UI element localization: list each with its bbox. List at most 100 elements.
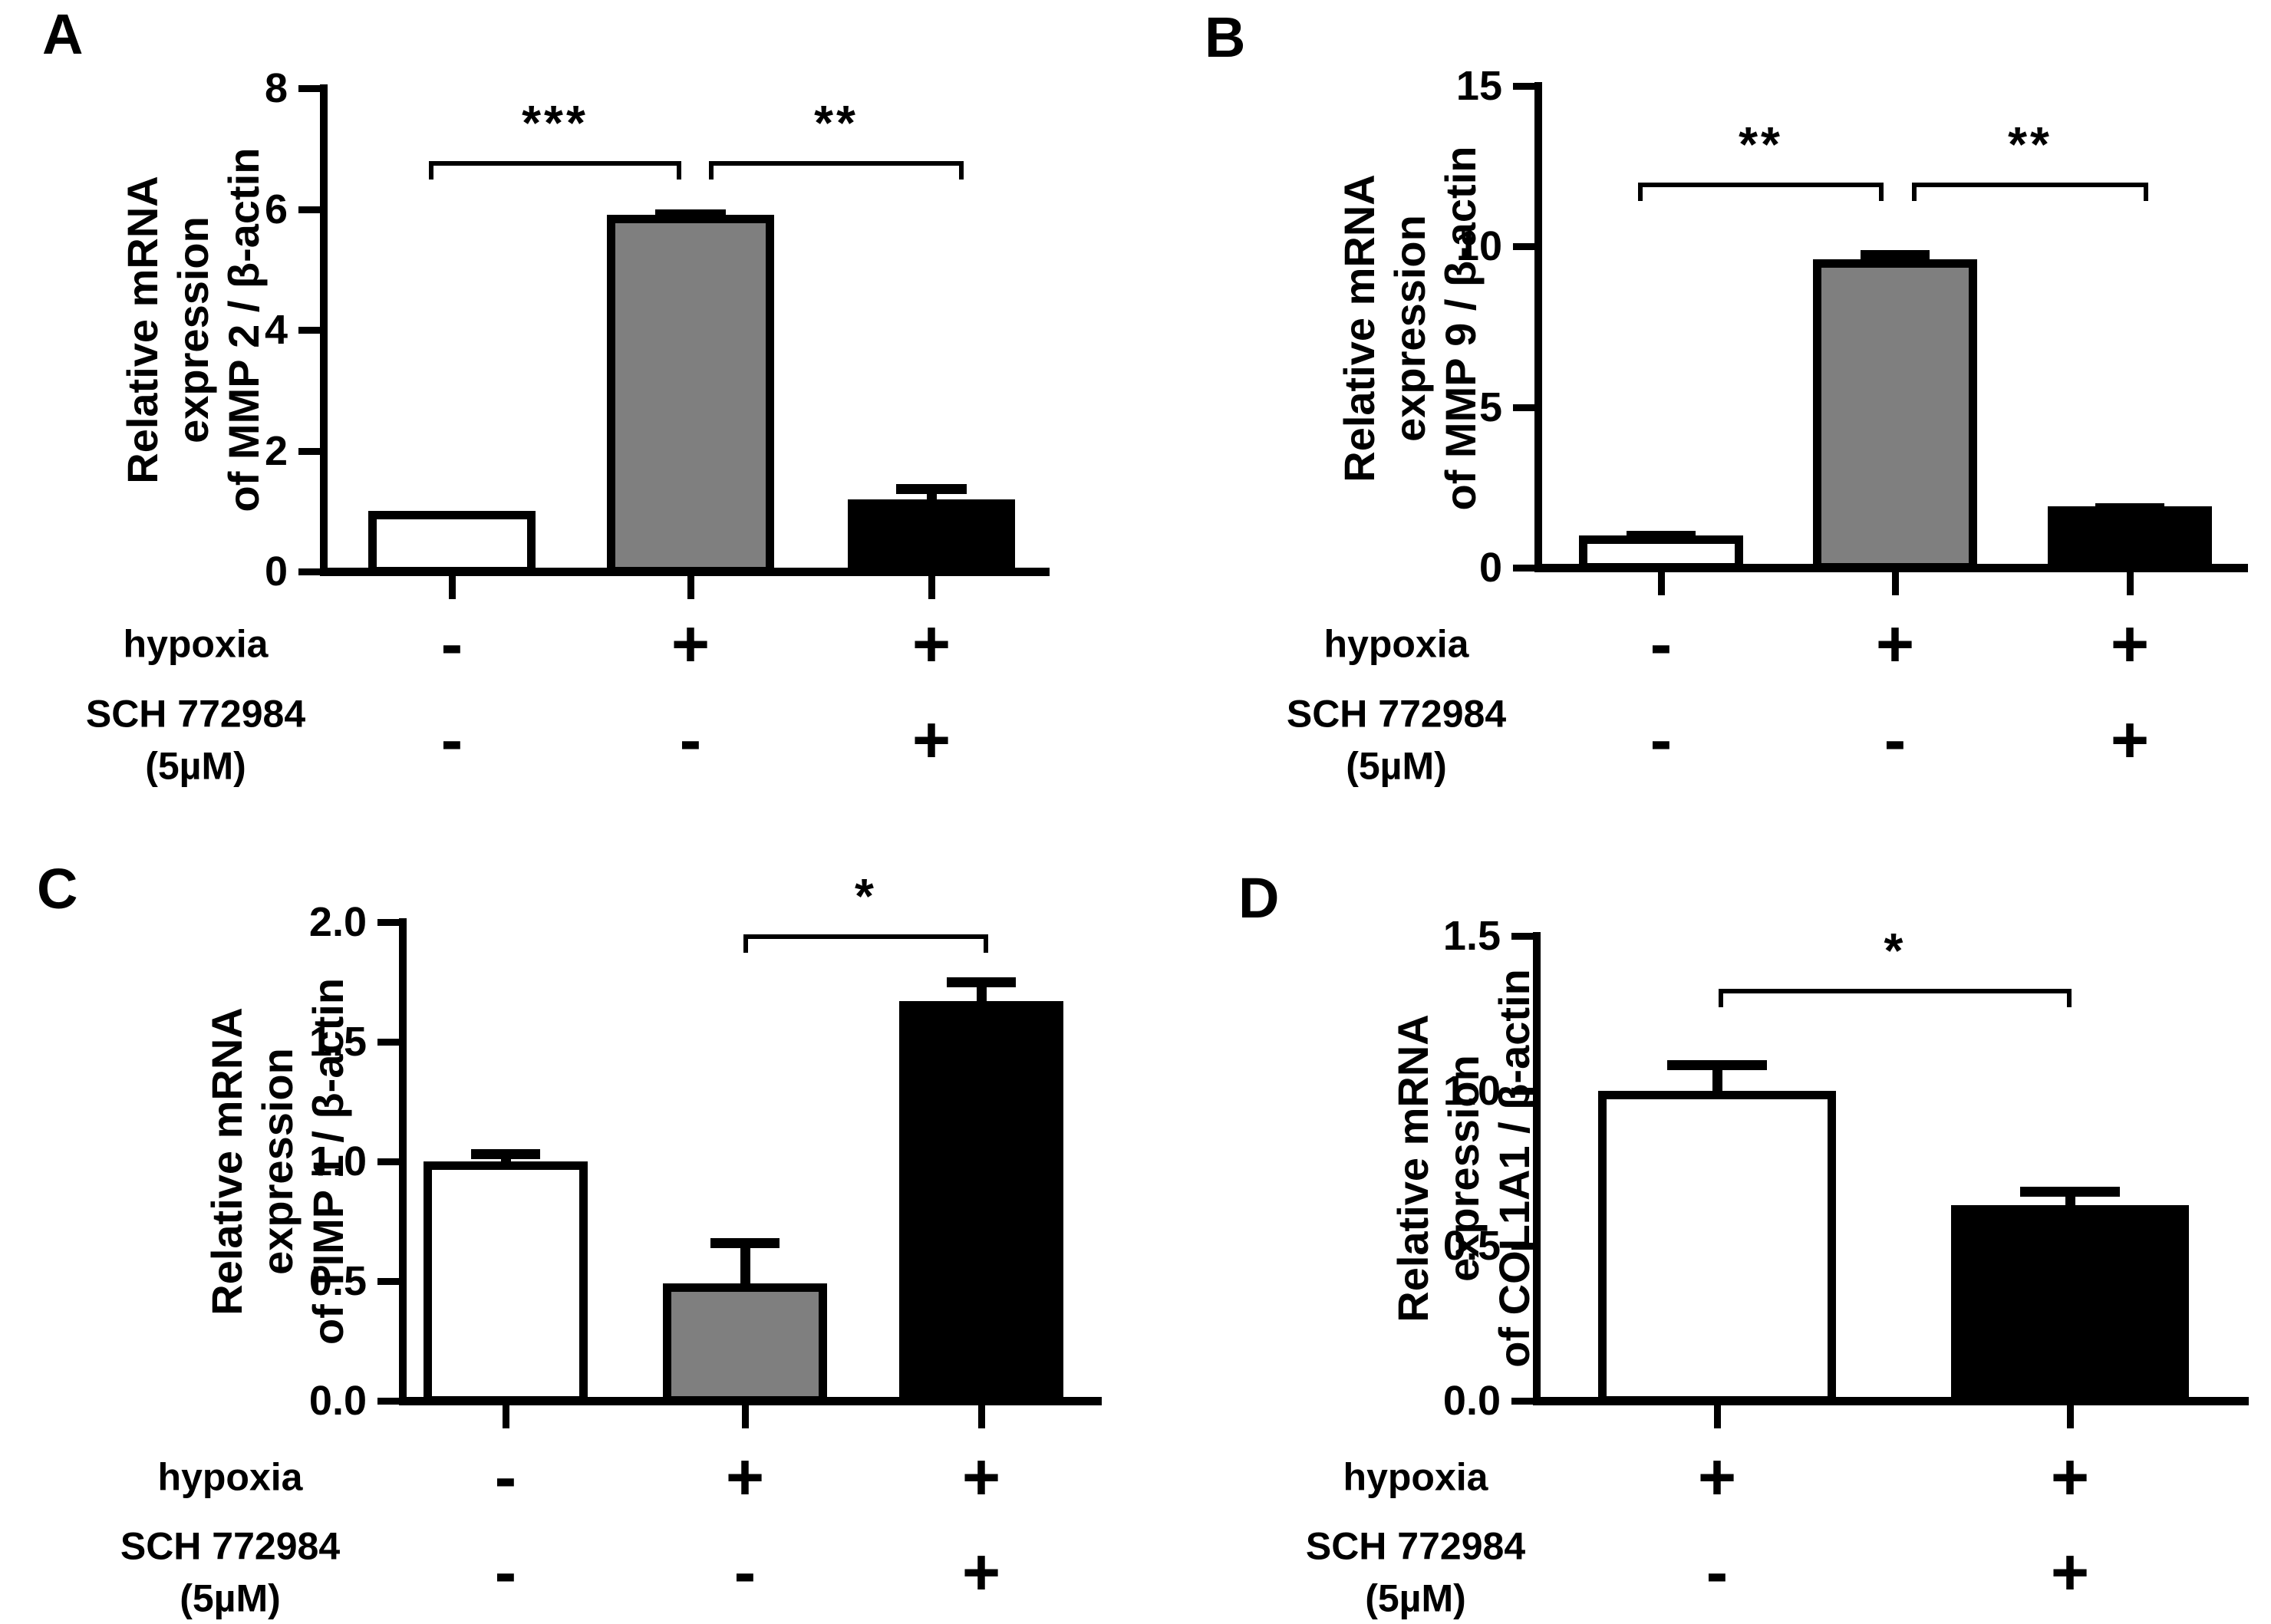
y-tick-mark bbox=[298, 447, 320, 455]
y-tick-label: 2.0 bbox=[308, 899, 367, 945]
y-tick-mark bbox=[1511, 1088, 1533, 1095]
y-tick-mark bbox=[1513, 404, 1534, 411]
significance-bracket-end bbox=[1719, 988, 1723, 1007]
significance-label: ** bbox=[2008, 116, 2052, 172]
condition-symbol: - bbox=[733, 1536, 756, 1609]
y-tick-label: 1.0 bbox=[1442, 1068, 1501, 1114]
significance-bracket-end bbox=[743, 934, 748, 953]
y-tick-mark bbox=[377, 919, 399, 926]
significance-bracket-end bbox=[1912, 182, 1917, 201]
condition-symbol: + bbox=[911, 608, 951, 681]
significance-bracket-line bbox=[1638, 182, 1884, 187]
panel-letter-C: C bbox=[37, 857, 78, 921]
y-tick-label: 0.5 bbox=[1442, 1223, 1501, 1269]
significance-bracket-end bbox=[709, 160, 714, 180]
significance-label: ** bbox=[1739, 116, 1783, 172]
condition-symbol: + bbox=[961, 1441, 1001, 1514]
y-tick-mark bbox=[1511, 933, 1533, 940]
panel-letter-B: B bbox=[1205, 5, 1246, 69]
x-tick-mark bbox=[978, 1405, 985, 1428]
y-tick-mark bbox=[298, 85, 320, 92]
y-tick-label: 0 bbox=[1478, 545, 1502, 591]
condition-symbol: - bbox=[1650, 608, 1673, 681]
condition-symbol: + bbox=[2050, 1441, 2090, 1514]
significance-bracket-line bbox=[1912, 182, 2148, 187]
bar-black bbox=[848, 499, 1015, 575]
condition-symbol: + bbox=[1697, 1441, 1737, 1514]
y-tick-mark bbox=[1513, 565, 1534, 572]
significance-bracket-end bbox=[2067, 988, 2072, 1007]
condition-symbol: - bbox=[679, 703, 702, 777]
bar-gray bbox=[663, 1283, 827, 1405]
significance-bracket-end bbox=[429, 160, 433, 180]
condition-row-label: hypoxia bbox=[123, 622, 269, 666]
significance-label: ** bbox=[814, 94, 859, 150]
x-tick-mark bbox=[742, 1405, 749, 1428]
x-tick-mark bbox=[503, 1405, 509, 1428]
x-tick-mark bbox=[2127, 572, 2134, 595]
significance-label: *** bbox=[522, 94, 588, 150]
y-axis bbox=[1534, 82, 1542, 572]
condition-symbol: + bbox=[911, 703, 951, 777]
x-tick-mark bbox=[1658, 572, 1665, 595]
x-tick-mark bbox=[2067, 1405, 2074, 1428]
y-tick-mark bbox=[298, 327, 320, 334]
significance-bracket-line bbox=[709, 160, 964, 166]
error-bar-cap bbox=[710, 1237, 780, 1248]
panel-letter-A: A bbox=[42, 2, 84, 66]
y-tick-mark bbox=[377, 1158, 399, 1165]
condition-symbol: - bbox=[440, 608, 463, 681]
y-tick-mark bbox=[1513, 243, 1534, 251]
condition-row-label: hypoxia bbox=[1323, 622, 1469, 666]
y-tick-mark bbox=[1511, 1243, 1533, 1250]
significance-bracket-line bbox=[743, 934, 988, 939]
significance-bracket-line bbox=[429, 160, 681, 166]
y-tick-label: 0.0 bbox=[308, 1378, 367, 1424]
y-tick-label: 10 bbox=[1455, 223, 1502, 270]
condition-symbol: - bbox=[1650, 703, 1673, 777]
condition-row-label: SCH 772984 (5µM) bbox=[85, 692, 306, 788]
x-tick-mark bbox=[1714, 1405, 1721, 1428]
condition-symbol: + bbox=[2110, 608, 2150, 681]
y-tick-mark bbox=[1513, 83, 1534, 90]
y-tick-mark bbox=[298, 206, 320, 213]
significance-bracket-end bbox=[677, 160, 681, 180]
y-axis bbox=[399, 918, 407, 1405]
x-tick-mark bbox=[449, 576, 456, 599]
bar-gray bbox=[1813, 259, 1977, 572]
bar-gray bbox=[607, 215, 774, 575]
error-bar-cap bbox=[1861, 249, 1930, 260]
significance-label: * bbox=[855, 868, 877, 924]
condition-symbol: + bbox=[725, 1441, 765, 1514]
y-tick-label: 1.0 bbox=[308, 1138, 367, 1184]
y-tick-label: 1.5 bbox=[308, 1019, 367, 1065]
y-tick-label: 0.5 bbox=[308, 1258, 367, 1304]
error-bar-cap bbox=[1667, 1059, 1767, 1070]
condition-symbol: + bbox=[2050, 1536, 2090, 1609]
error-bar-cap bbox=[471, 1149, 540, 1160]
x-tick-mark bbox=[928, 576, 935, 599]
x-tick-mark bbox=[687, 576, 694, 599]
significance-bracket-end bbox=[984, 934, 988, 953]
condition-row-label: SCH 772984 (5µM) bbox=[120, 1524, 341, 1620]
y-tick-label: 8 bbox=[264, 65, 288, 111]
y-tick-mark bbox=[377, 1039, 399, 1046]
y-axis-label: Relative mRNA expression of COL1A1 / β-a… bbox=[1388, 969, 1539, 1368]
condition-symbol: - bbox=[1706, 1536, 1729, 1609]
y-tick-label: 6 bbox=[264, 186, 288, 232]
y-axis bbox=[1533, 932, 1541, 1405]
bar-black bbox=[899, 1000, 1063, 1405]
error-bar-cap bbox=[2020, 1187, 2120, 1197]
bar-white bbox=[424, 1161, 588, 1405]
error-bar-cap bbox=[947, 977, 1016, 987]
condition-symbol: - bbox=[440, 703, 463, 777]
condition-row-label: SCH 772984 (5µM) bbox=[1305, 1524, 1526, 1620]
x-axis bbox=[1533, 1397, 2249, 1405]
y-axis bbox=[320, 84, 328, 575]
y-tick-mark bbox=[377, 1278, 399, 1285]
condition-symbol: + bbox=[671, 608, 710, 681]
panel-letter-D: D bbox=[1238, 866, 1280, 930]
x-tick-mark bbox=[1892, 572, 1899, 595]
y-tick-label: 5 bbox=[1478, 384, 1502, 430]
